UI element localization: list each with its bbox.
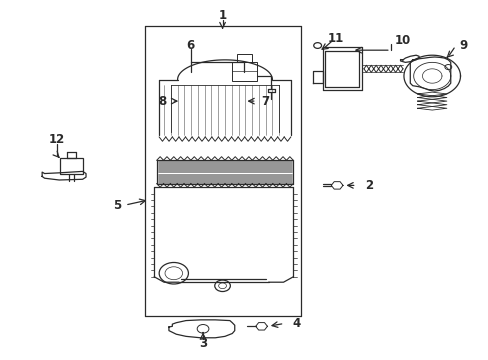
Text: 2: 2 xyxy=(365,179,373,192)
Text: 11: 11 xyxy=(327,32,344,45)
Text: 12: 12 xyxy=(48,133,65,146)
Text: 9: 9 xyxy=(458,39,467,52)
Text: 7: 7 xyxy=(261,95,269,108)
Text: 3: 3 xyxy=(199,337,207,350)
Text: 4: 4 xyxy=(292,317,300,330)
Bar xyxy=(237,54,251,62)
Bar xyxy=(232,62,256,81)
Text: 5: 5 xyxy=(113,199,122,212)
Bar xyxy=(60,158,83,174)
Text: 6: 6 xyxy=(186,39,195,52)
Text: 10: 10 xyxy=(394,34,410,48)
Text: 1: 1 xyxy=(218,9,226,22)
Text: 8: 8 xyxy=(158,95,166,108)
